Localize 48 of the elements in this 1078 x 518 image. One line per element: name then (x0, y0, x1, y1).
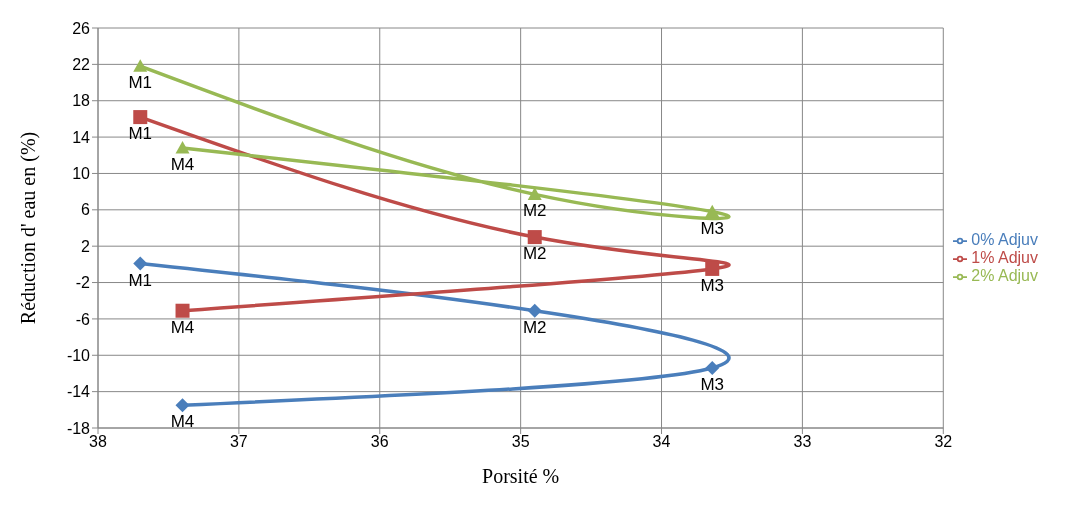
point (527, 187, 542, 200)
legend-label: 0% Adjuv (971, 231, 1038, 248)
point (705, 261, 720, 276)
y-tick-label: -2 (75, 274, 91, 292)
annotation: M3 (700, 375, 725, 395)
x-tick-label: 32 (934, 433, 953, 451)
y-tick-label: 18 (72, 92, 91, 110)
y-tick-label: 10 (72, 165, 91, 183)
y-tick-label: 26 (72, 19, 91, 37)
y-axis-title: Réduction d' eau en (%) (17, 131, 41, 325)
annotation: M2 (522, 317, 547, 337)
annotation: M1 (128, 270, 153, 290)
point (133, 59, 148, 72)
annotation: M1 (128, 73, 153, 93)
y-tick-label: 22 (72, 56, 91, 74)
x-tick-label: 36 (370, 433, 389, 451)
point (133, 256, 148, 271)
annotation: M1 (128, 124, 153, 144)
annotation: M2 (522, 201, 547, 221)
annotation: M4 (170, 155, 195, 175)
y-tick-label: -6 (75, 310, 91, 328)
annotation: M3 (700, 218, 725, 238)
point (175, 303, 190, 318)
annotation: M4 (170, 317, 195, 337)
point (175, 141, 190, 154)
point (133, 110, 148, 125)
x-tick-label: 38 (89, 433, 107, 451)
annotation: M3 (700, 275, 725, 295)
x-tick-label: 33 (793, 433, 812, 451)
point (175, 398, 190, 413)
x-tick-label: 37 (229, 433, 248, 451)
annotation: M4 (170, 412, 195, 432)
y-tick-label: 14 (72, 128, 91, 146)
legend-label: 1% Adjuv (971, 249, 1038, 266)
y-tick-label: -14 (66, 383, 91, 401)
x-tick-label: 34 (652, 433, 671, 451)
point (705, 204, 720, 218)
legend-label: 2% Adjuv (971, 267, 1038, 284)
point (527, 230, 542, 245)
point (705, 361, 720, 375)
x-tick-label: 35 (511, 433, 530, 451)
point (527, 303, 542, 318)
y-tick-label: 6 (81, 201, 91, 219)
y-tick-label: -10 (66, 346, 91, 364)
y-tick-label: -18 (66, 419, 91, 437)
annotation: M2 (522, 244, 547, 264)
x-axis-title: Porsité % (482, 465, 560, 487)
y-tick-label: 2 (81, 237, 91, 255)
